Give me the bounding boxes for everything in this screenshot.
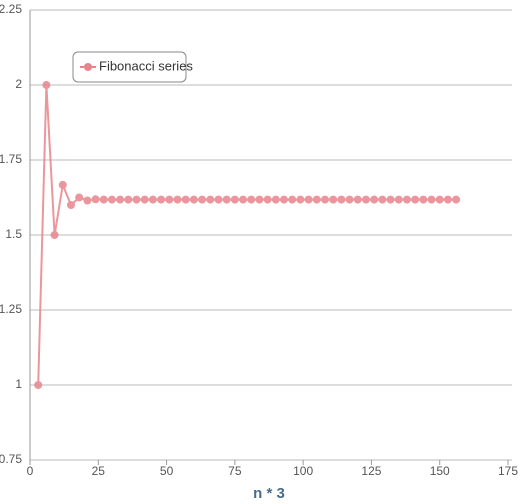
point xyxy=(148,195,157,204)
y-tick-label: 1.5 xyxy=(5,227,22,241)
point xyxy=(181,195,190,204)
point xyxy=(247,195,256,204)
point xyxy=(304,195,313,204)
point xyxy=(419,195,428,204)
point xyxy=(83,196,92,205)
x-tick-label: 0 xyxy=(27,464,34,478)
point xyxy=(107,195,116,204)
point xyxy=(91,195,100,204)
point xyxy=(255,195,264,204)
y-tick-label: 0.75 xyxy=(0,452,22,466)
x-tick-label: 75 xyxy=(228,464,242,478)
y-tick-label: 1 xyxy=(15,377,22,391)
point xyxy=(329,195,338,204)
point xyxy=(361,195,370,204)
point xyxy=(271,195,280,204)
point xyxy=(206,195,215,204)
point xyxy=(394,195,403,204)
x-tick-label: 100 xyxy=(293,464,313,478)
x-tick-label: 150 xyxy=(430,464,450,478)
point xyxy=(198,195,207,204)
point xyxy=(173,195,182,204)
x-tick-label: 125 xyxy=(361,464,381,478)
point xyxy=(214,195,223,204)
point xyxy=(165,195,174,204)
point xyxy=(263,195,272,204)
point xyxy=(411,195,420,204)
x-tick-label: 175 xyxy=(498,464,518,478)
point xyxy=(452,195,461,204)
point xyxy=(222,195,231,204)
y-tick-label: 1.25 xyxy=(0,302,22,316)
series xyxy=(34,81,461,389)
legend-label: Fibonacci series xyxy=(99,58,193,73)
point xyxy=(353,195,362,204)
point xyxy=(132,195,141,204)
point xyxy=(116,195,125,204)
point xyxy=(189,195,198,204)
point xyxy=(427,195,436,204)
point xyxy=(99,195,108,204)
point xyxy=(296,195,305,204)
point xyxy=(75,193,84,202)
x-tick-label: 25 xyxy=(92,464,106,478)
point xyxy=(34,381,43,389)
point xyxy=(230,195,239,204)
point xyxy=(386,195,395,204)
legend-box xyxy=(72,51,187,83)
point xyxy=(402,195,411,204)
legend-swatch xyxy=(84,63,92,71)
point xyxy=(435,195,444,204)
point xyxy=(345,195,354,204)
y-tick-label: 1.75 xyxy=(0,152,22,166)
point xyxy=(66,201,75,209)
point xyxy=(58,180,67,189)
point xyxy=(378,195,387,204)
point xyxy=(288,195,297,204)
point xyxy=(42,81,51,89)
y-tick-label: 2 xyxy=(15,77,22,91)
point xyxy=(50,231,59,239)
point xyxy=(280,195,289,204)
series-line xyxy=(37,84,457,386)
point xyxy=(370,195,379,204)
point xyxy=(140,195,149,204)
point xyxy=(239,195,248,204)
point xyxy=(157,195,166,204)
legend: Fibonacci series xyxy=(72,51,193,83)
y-tick-label: 2.25 xyxy=(0,2,22,16)
point xyxy=(320,195,329,204)
point xyxy=(312,195,321,204)
point xyxy=(337,195,346,204)
x-axis-label: n * 3 xyxy=(253,485,285,502)
x-tick-label: 50 xyxy=(160,464,174,478)
point xyxy=(443,195,452,204)
point xyxy=(124,195,133,204)
